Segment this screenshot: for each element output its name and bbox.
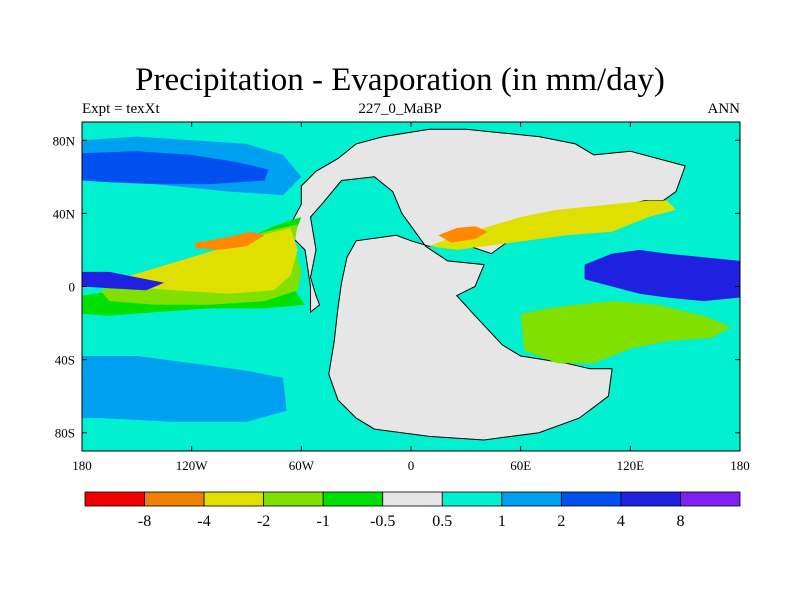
- itcz-west-wet: [82, 271, 165, 291]
- east-tethys-dry: [429, 200, 676, 250]
- colorbar-swatch: [144, 491, 205, 507]
- season-label: ANN: [707, 101, 741, 117]
- experiment-label: Expt = texXt: [82, 101, 160, 117]
- colorbar-swatch: [382, 491, 443, 507]
- east-tethys-extreme-dry: [438, 226, 488, 243]
- colorbar-swatch: [441, 491, 503, 507]
- colorbar-swatch: [680, 491, 741, 507]
- colorbar-label: -1: [317, 513, 330, 530]
- map-panel: [82, 122, 740, 451]
- lon-tick-label: 0: [408, 458, 415, 473]
- lon-tick-label: 120E: [617, 458, 645, 473]
- colorbar: -8 -4 -2 -1 -0.5 0.5 1 2 4 8: [84, 491, 741, 530]
- colorbar-label: -4: [197, 513, 210, 530]
- lon-tick-label: 180: [730, 458, 750, 473]
- colorbar-label: -2: [257, 513, 270, 530]
- south-subtropical-dry-east-edge: [520, 301, 731, 364]
- colorbar-label: 0.5: [432, 513, 452, 530]
- tethys-wet-equatorial: [584, 249, 740, 302]
- colorbar-swatch: [501, 491, 562, 507]
- plot-title: Precipitation - Evaporation (in mm/day): [135, 62, 665, 98]
- colorbar-swatch: [263, 491, 324, 507]
- colorbar-label: -8: [138, 513, 151, 530]
- lon-tick-label: 60W: [289, 458, 315, 473]
- colorbar-swatch: [84, 491, 145, 507]
- colorbar-swatch: [203, 491, 265, 507]
- lon-tick-label: 60E: [510, 458, 531, 473]
- colorbar-label: 4: [617, 513, 625, 530]
- north-subtropical-dry-pacific-strong: [118, 228, 298, 294]
- axis-ticks: 180 120W 60W 0 60E 120E 180 80N 40N 0 40S 80S: [53, 122, 750, 473]
- colorbar-swatch: [322, 491, 384, 507]
- southern-wet-band: [82, 356, 287, 422]
- lat-tick-label: 40S: [55, 353, 75, 368]
- lat-tick-label: 80S: [55, 426, 75, 441]
- colorbar-swatch: [620, 491, 681, 507]
- lat-tick-label: 80N: [53, 133, 76, 148]
- colorbar-label: 2: [557, 513, 565, 530]
- lat-tick-label: 40N: [53, 206, 76, 221]
- time-label: 227_0_MaBP: [358, 101, 442, 117]
- colorbar-label: -0.5: [370, 513, 395, 530]
- lat-tick-label: 0: [69, 280, 76, 295]
- colorbar-label: 1: [498, 513, 506, 530]
- colorbar-label: 8: [676, 513, 684, 530]
- lon-tick-label: 180: [72, 458, 92, 473]
- north-storm-track: [82, 151, 269, 185]
- north-pacific-extreme-dry: [195, 231, 265, 250]
- lon-tick-label: 120W: [176, 458, 209, 473]
- colorbar-swatch: [560, 491, 622, 507]
